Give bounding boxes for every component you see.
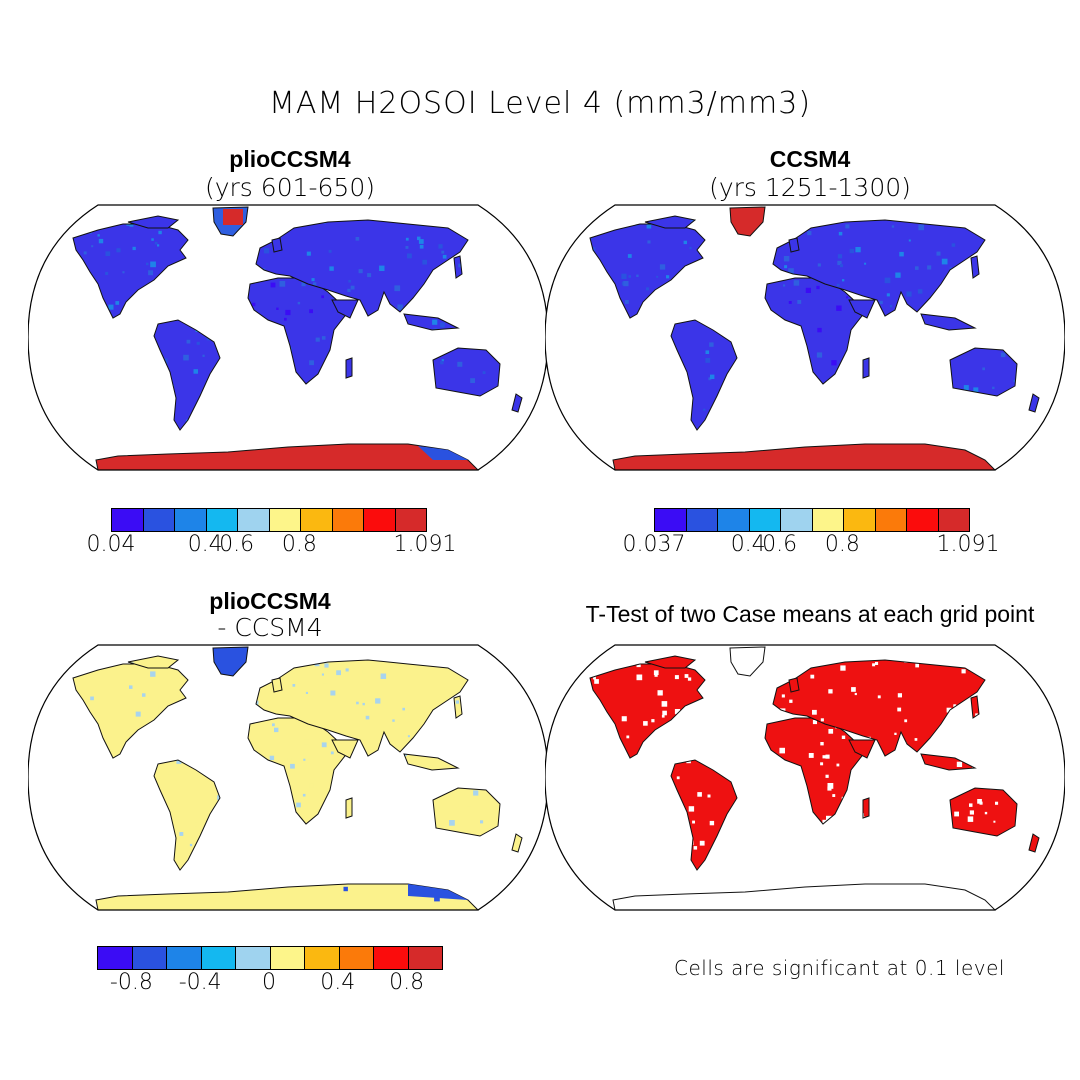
colorbar-swatch [270,947,305,969]
colorbar-tick-label: 1.091 [936,532,1000,557]
colorbar-swatch [236,947,271,969]
colorbar-swatch [781,509,813,531]
panel3-subtitle: - CCSM4 [217,613,323,642]
colorbar-labels-difference: -0.8 -0.4 0 0.4 0.8 [97,970,443,996]
colorbar-tick-label: -0.4 [178,970,222,995]
colorbar-swatch [408,947,442,969]
map-ttest [545,644,1065,911]
colorbar-swatch [305,947,340,969]
colorbar-tick-label: 0.4 [730,532,766,557]
colorbar-swatch [364,509,396,531]
colorbar-swatch [301,509,333,531]
colorbar-tick-label: 1.091 [393,532,457,557]
colorbar-swatch [143,509,175,531]
map-difference [28,644,548,911]
colorbar-tick-label: 0.037 [622,532,686,557]
map-plioccsm4 [28,204,548,471]
colorbar-tick-label: 0.8 [824,532,860,557]
colorbar-swatch [655,509,687,531]
colorbar-swatch [938,509,969,531]
colorbar-labels-ccsm4: 0.037 0.4 0.6 0.8 1.091 [623,532,1000,558]
significance-note: Cells are significant at 0.1 level [674,956,1005,980]
panel4-title: T-Test of two Case means at each grid po… [585,601,1035,627]
colorbar-swatch [175,509,207,531]
colorbar-swatch [132,947,167,969]
figure-title: MAM H2OSOI Level 4 (mm3/mm3) [268,86,812,121]
panel2-title: CCSM4 [769,146,851,172]
colorbar-tick-label: -0.8 [109,970,153,995]
colorbar-swatch [339,947,374,969]
colorbar-swatch [844,509,876,531]
colorbar-tick-label: 0 [262,970,276,995]
colorbar-swatch [238,509,270,531]
colorbar-swatch [98,947,133,969]
colorbar-swatch [112,509,144,531]
colorbar-swatch [749,509,781,531]
colorbar-tick-label: 0.6 [762,532,798,557]
colorbar-swatch [206,509,238,531]
panel1-title: plioCCSM4 [229,146,351,172]
colorbar-tick-label: 0.8 [281,532,317,557]
colorbar-swatch [269,509,301,531]
colorbar-swatch [718,509,750,531]
colorbar-swatch [374,947,409,969]
colorbar-swatch [812,509,844,531]
colorbar-tick-label: 0.4 [187,532,223,557]
panel1-subtitle: (yrs 601-650) [204,173,375,202]
colorbar-swatch [332,509,364,531]
colorbar-swatch [907,509,939,531]
colorbar-swatch [875,509,907,531]
colorbar-swatch [395,509,426,531]
colorbar-tick-label: 0.6 [219,532,255,557]
panel3-title: plioCCSM4 [209,588,331,614]
colorbar-tick-label: 0.4 [320,970,356,995]
map-ccsm4 [545,204,1065,471]
colorbar-swatch [686,509,718,531]
colorbar-swatch [167,947,202,969]
colorbar-difference [97,946,443,970]
colorbar-plioccsm4 [111,508,427,532]
colorbar-swatch [201,947,236,969]
colorbar-tick-label: 0.04 [86,532,136,557]
panel2-subtitle: (yrs 1251-1300) [709,173,911,202]
colorbar-ccsm4 [654,508,970,532]
colorbar-labels-plioccsm4: 0.04 0.4 0.6 0.8 1.091 [87,532,457,558]
colorbar-tick-label: 0.8 [389,970,425,995]
